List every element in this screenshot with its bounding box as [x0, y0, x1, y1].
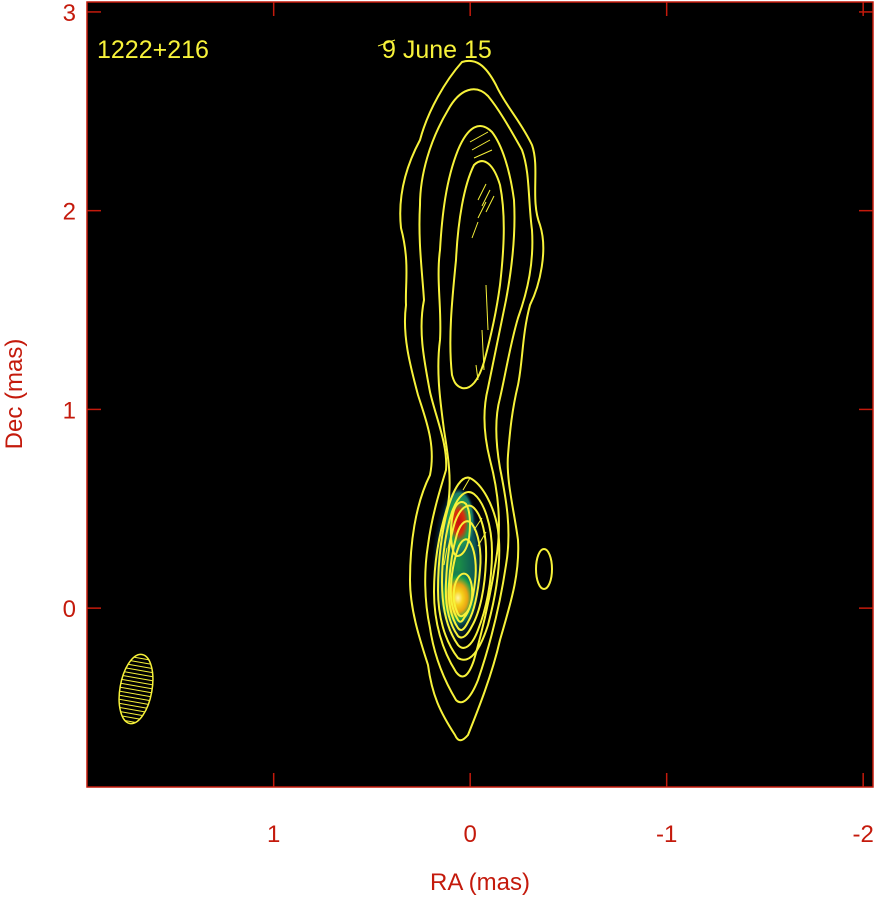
y-axis-label: Dec (mas): [1, 339, 28, 450]
source-name-label: 1222+216: [97, 36, 209, 64]
axes-frame: [86, 1, 874, 788]
pol-vector: [481, 329, 485, 371]
y-tick-label: 2: [63, 199, 76, 226]
y-tick-label: 1: [63, 397, 76, 424]
pol-vector: [443, 547, 448, 566]
contour-island: [535, 548, 553, 590]
contour-level-7: [444, 504, 488, 639]
polarization-vectors: [377, 39, 495, 566]
contour-level-4: [449, 160, 505, 390]
contour-knot-inner: [449, 501, 471, 557]
map-image: [118, 39, 553, 742]
contours: [399, 59, 553, 742]
contour-level-9: [449, 538, 477, 623]
epoch-label: 9 June 15: [382, 36, 492, 64]
pol-vector: [471, 221, 479, 239]
pol-vector: [477, 201, 487, 219]
pol-vector: [462, 477, 471, 491]
pol-vector: [473, 517, 483, 531]
contour-level-3: [433, 125, 516, 678]
contour-core-inner: [452, 572, 474, 618]
plot-area: [87, 2, 873, 787]
pol-vector: [377, 39, 396, 47]
restoring-beam: [118, 653, 154, 725]
x-axis-label: RA (mas): [430, 869, 530, 896]
x-tick-label: -2: [853, 821, 874, 848]
pol-vector: [481, 189, 491, 207]
pol-vector: [469, 131, 489, 143]
y-tick-label: 3: [63, 0, 76, 27]
pol-vector: [477, 183, 487, 201]
pol-vector: [485, 195, 495, 213]
pol-vector: [475, 364, 479, 381]
y-tick-label: 0: [63, 596, 76, 623]
contour-level-6: [441, 491, 493, 649]
x-tick-label: 0: [463, 821, 476, 848]
pol-vector: [485, 284, 489, 331]
pol-vector: [473, 149, 493, 159]
x-axis-ticks: 1 0 -1 -2: [267, 2, 874, 848]
x-tick-label: -1: [656, 821, 677, 848]
pol-vector: [477, 531, 487, 547]
y-axis-ticks: 0 1 2 3: [63, 0, 873, 623]
contour-level-2: [418, 88, 534, 704]
x-tick-label: 1: [267, 821, 280, 848]
pol-vector: [447, 529, 453, 549]
contour-level-8: [447, 520, 482, 631]
contour-level-1: [399, 59, 545, 742]
pol-vector: [471, 139, 491, 151]
